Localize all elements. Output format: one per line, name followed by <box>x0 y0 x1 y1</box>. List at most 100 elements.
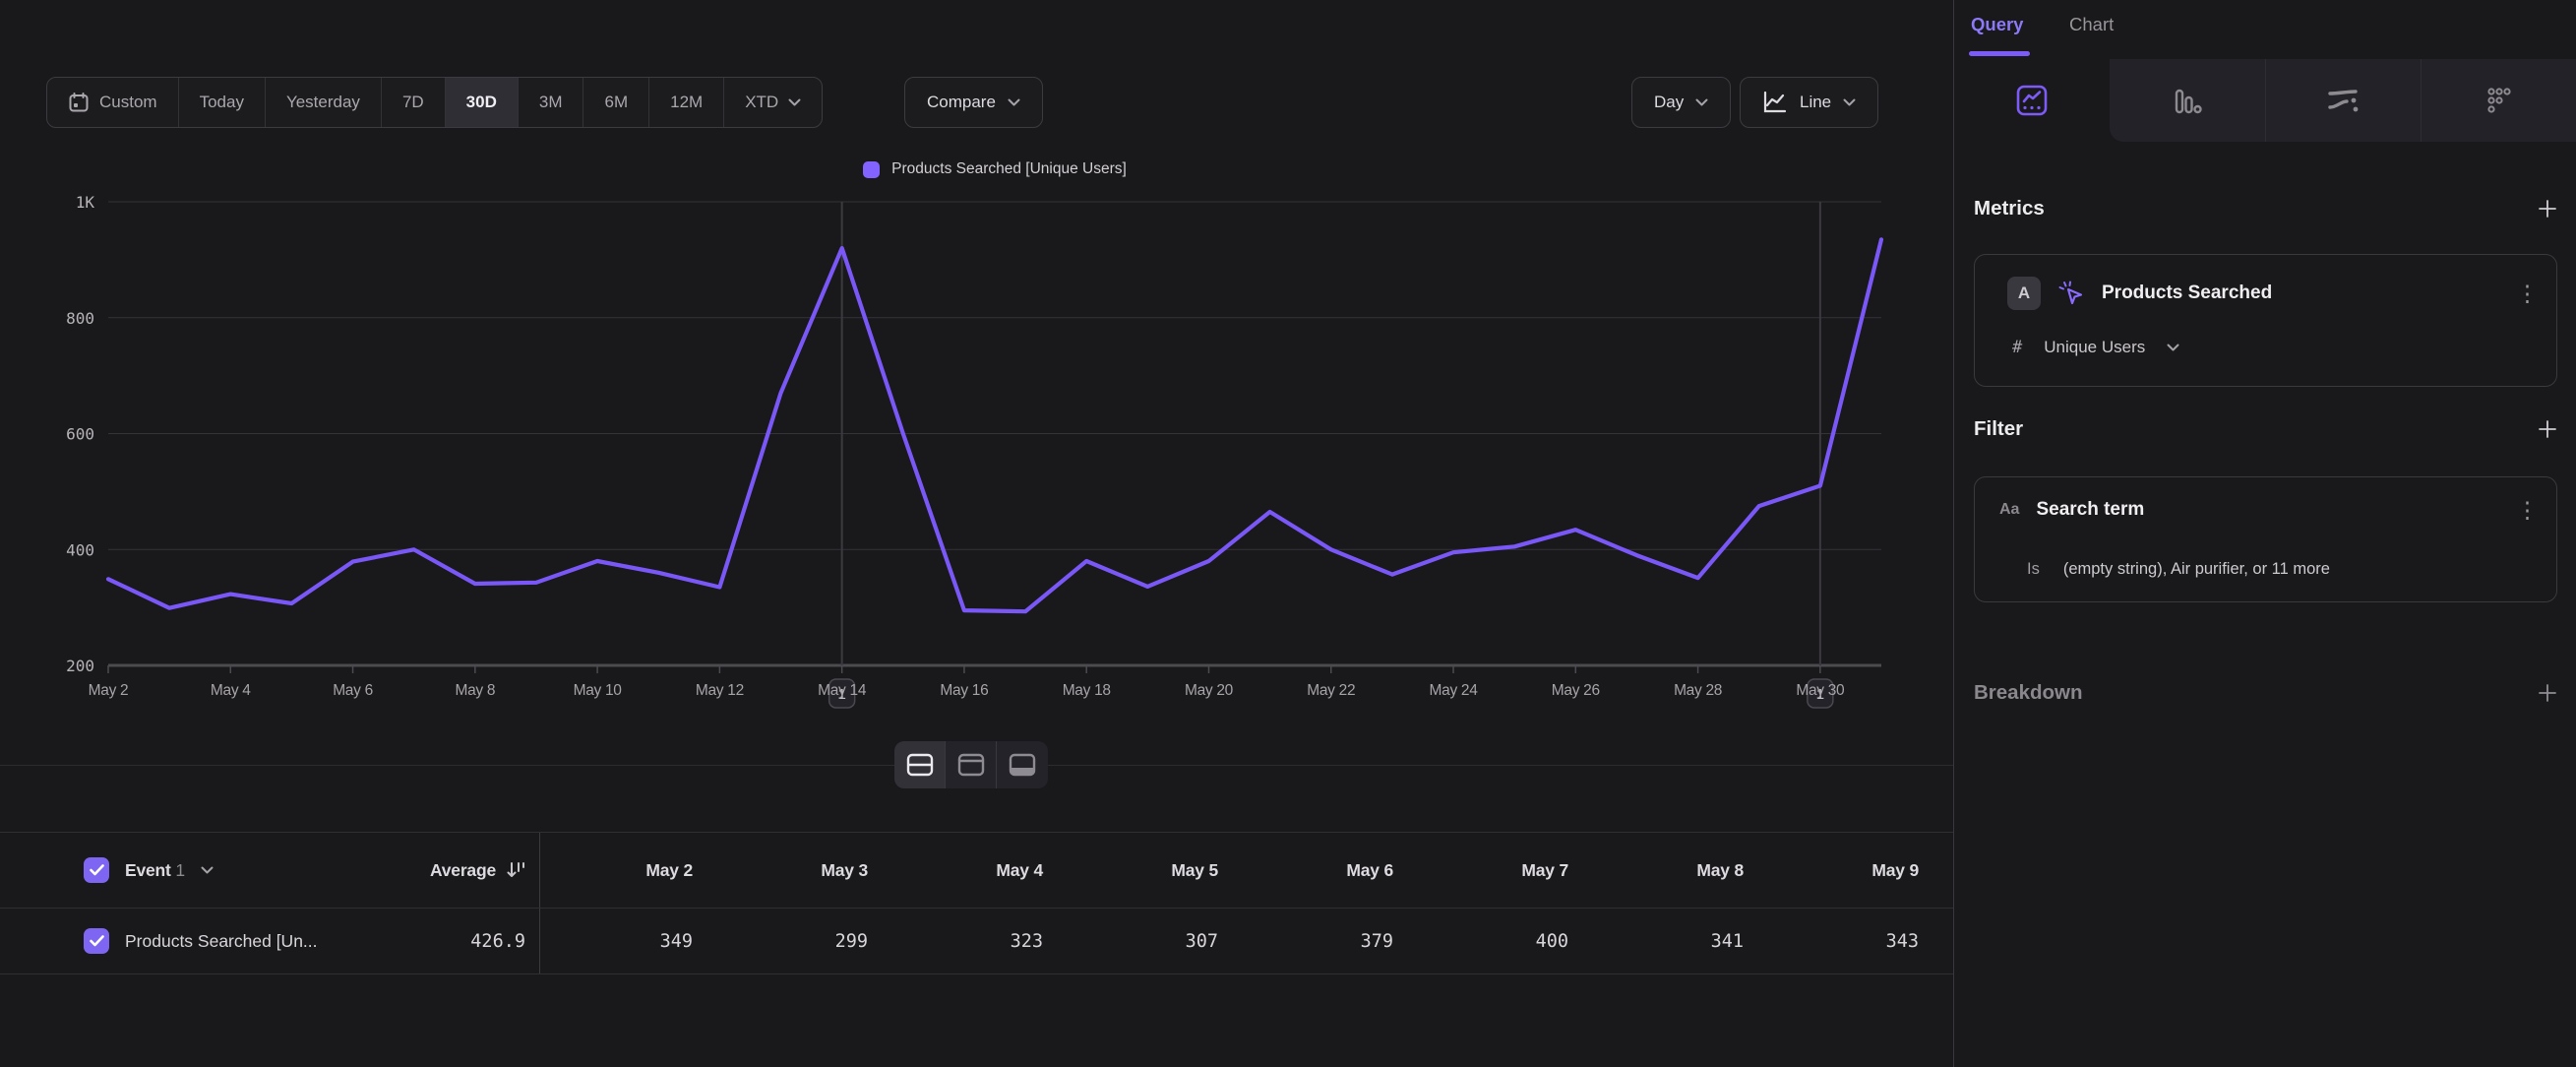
date-column-header[interactable]: May 5 <box>1171 859 1218 880</box>
event-cursor-icon <box>2058 281 2083 305</box>
range-yesterday[interactable]: Yesterday <box>266 78 382 127</box>
add-filter-button[interactable] <box>2538 419 2557 439</box>
range-xtd[interactable]: XTD <box>724 78 822 127</box>
top-bar-view-icon <box>957 753 984 777</box>
series-line[interactable] <box>105 237 1884 614</box>
range-30d[interactable]: 30D <box>445 78 519 127</box>
date-column-header[interactable]: May 9 <box>1871 859 1919 880</box>
metric-letter-badge: A <box>2007 277 2041 310</box>
query-panel: Query Chart <box>1953 0 2576 1067</box>
range-7d[interactable]: 7D <box>382 78 446 127</box>
x-axis-label: May 4 <box>211 682 251 699</box>
string-type-icon: Aa <box>1999 501 2020 518</box>
compare-button[interactable]: Compare <box>904 77 1043 128</box>
chevron-down-icon <box>1008 98 1020 106</box>
range-label: 30D <box>465 93 497 111</box>
granularity-dropdown[interactable]: Day <box>1631 77 1732 128</box>
range-custom[interactable]: Custom <box>47 78 179 127</box>
date-column-header[interactable]: May 4 <box>996 859 1043 880</box>
active-tab-underline <box>1969 51 2030 56</box>
report-type-flows-tab[interactable] <box>2264 59 2422 142</box>
check-icon <box>89 935 104 947</box>
report-type-insights-tab[interactable] <box>1954 59 2110 142</box>
compare-label: Compare <box>927 93 996 111</box>
chevron-down-icon[interactable] <box>201 866 214 874</box>
y-axis-label: 600 <box>66 425 94 444</box>
annotation-badge[interactable] <box>828 678 856 709</box>
x-axis-label: May 6 <box>333 682 373 699</box>
metric-menu-button[interactable]: ⋮ <box>2516 280 2539 306</box>
tab-query[interactable]: Query <box>1971 14 2024 34</box>
x-axis-label: May 8 <box>455 682 495 699</box>
filter-operator[interactable]: Is <box>2027 560 2040 578</box>
date-column-header[interactable]: May 2 <box>539 833 714 908</box>
range-12m[interactable]: 12M <box>649 78 725 127</box>
range-label: 6M <box>604 93 629 111</box>
tab-chart[interactable]: Chart <box>2069 14 2115 34</box>
metric-card[interactable]: A Products Searched ⋮ # Unique Users <box>1974 254 2557 387</box>
chevron-down-icon <box>1843 98 1856 106</box>
annotation-badge[interactable] <box>1807 678 1834 709</box>
range-label: 7D <box>401 93 424 111</box>
breakdown-table: Event 1 Average May 2 May 3 May 4 May 5 May … <box>0 832 1953 974</box>
chart-legend[interactable]: Products Searched [Unique Users] <box>108 157 1881 181</box>
table-cell-value: 343 <box>1885 930 1919 952</box>
aggregation-symbol: # <box>2012 338 2023 357</box>
line-chart[interactable]: 1K 800 600 400 200 1 1 May 2 May 4 May 6 May 8 May … <box>0 187 1953 743</box>
x-axis-label: May 20 <box>1185 682 1234 699</box>
event-column-header[interactable]: Event 1 <box>125 860 185 881</box>
y-axis-label: 400 <box>66 540 94 559</box>
annotation-badge-count: 1 <box>837 686 845 703</box>
range-today[interactable]: Today <box>179 78 266 127</box>
table-cell-value: 341 <box>1710 930 1744 952</box>
x-axis-label: May 10 <box>574 682 623 699</box>
table-cell-value: 400 <box>1535 930 1568 952</box>
row-checkbox[interactable] <box>84 928 109 954</box>
layout-table-only-button[interactable] <box>997 741 1048 788</box>
y-axis-label: 200 <box>66 657 94 675</box>
date-column-header[interactable]: May 3 <box>821 859 868 880</box>
table-cell-value: 379 <box>1360 930 1393 952</box>
bottom-bar-view-icon <box>1009 753 1036 777</box>
line-chart-icon <box>1763 91 1787 113</box>
check-icon <box>89 864 104 876</box>
split-view-icon <box>906 753 933 777</box>
range-6m[interactable]: 6M <box>583 78 650 127</box>
date-column-header[interactable]: May 7 <box>1521 859 1568 880</box>
report-type-bar-tab[interactable] <box>2109 59 2265 142</box>
add-metric-button[interactable] <box>2538 199 2557 219</box>
report-type-funnel-tab[interactable] <box>2421 59 2576 142</box>
x-axis-label: May 18 <box>1063 682 1111 699</box>
table-row[interactable]: Products Searched [Un... 426.9 349 299 323… <box>0 909 1953 974</box>
x-axis-label: May 22 <box>1307 682 1355 699</box>
range-label: 12M <box>670 93 704 111</box>
date-column-header[interactable]: May 8 <box>1696 859 1744 880</box>
row-average-value: 426.9 <box>470 930 525 952</box>
chart-type-dropdown[interactable]: Line <box>1740 77 1879 128</box>
range-label: Yesterday <box>285 93 360 111</box>
legend-label: Products Searched [Unique Users] <box>891 160 1127 177</box>
panel-tab-bar: Query Chart <box>1954 0 2576 59</box>
layout-split-view-button[interactable] <box>894 741 946 788</box>
aggregation-selector[interactable]: Unique Users <box>2044 338 2146 356</box>
layout-chart-only-button[interactable] <box>946 741 997 788</box>
x-axis-label: May 30 <box>1796 682 1845 699</box>
table-header-row: Event 1 Average May 2 May 3 May 4 May 5 May … <box>0 832 1953 909</box>
filter-card[interactable]: Aa Search term ⋮ Is (empty string), Air … <box>1974 476 2557 602</box>
date-column-header[interactable]: May 6 <box>1346 859 1393 880</box>
add-breakdown-button[interactable] <box>2538 683 2557 703</box>
granularity-label: Day <box>1654 93 1685 111</box>
average-column-header[interactable]: Average <box>344 860 539 881</box>
range-label: 3M <box>538 93 563 111</box>
annotation-badge-count: 1 <box>1816 686 1824 703</box>
chevron-down-icon <box>2167 344 2179 351</box>
table-cell-value: 349 <box>539 909 714 973</box>
table-cell-value: 307 <box>1185 930 1218 952</box>
select-all-checkbox[interactable] <box>84 857 109 883</box>
x-axis-label: May 12 <box>696 682 744 699</box>
breakdown-section-title: Breakdown <box>1974 681 2083 704</box>
filter-value[interactable]: (empty string), Air purifier, or 11 more <box>2062 560 2330 578</box>
range-3m[interactable]: 3M <box>519 78 584 127</box>
filter-menu-button[interactable]: ⋮ <box>2516 496 2539 523</box>
funnel-dots-icon <box>2487 88 2511 113</box>
